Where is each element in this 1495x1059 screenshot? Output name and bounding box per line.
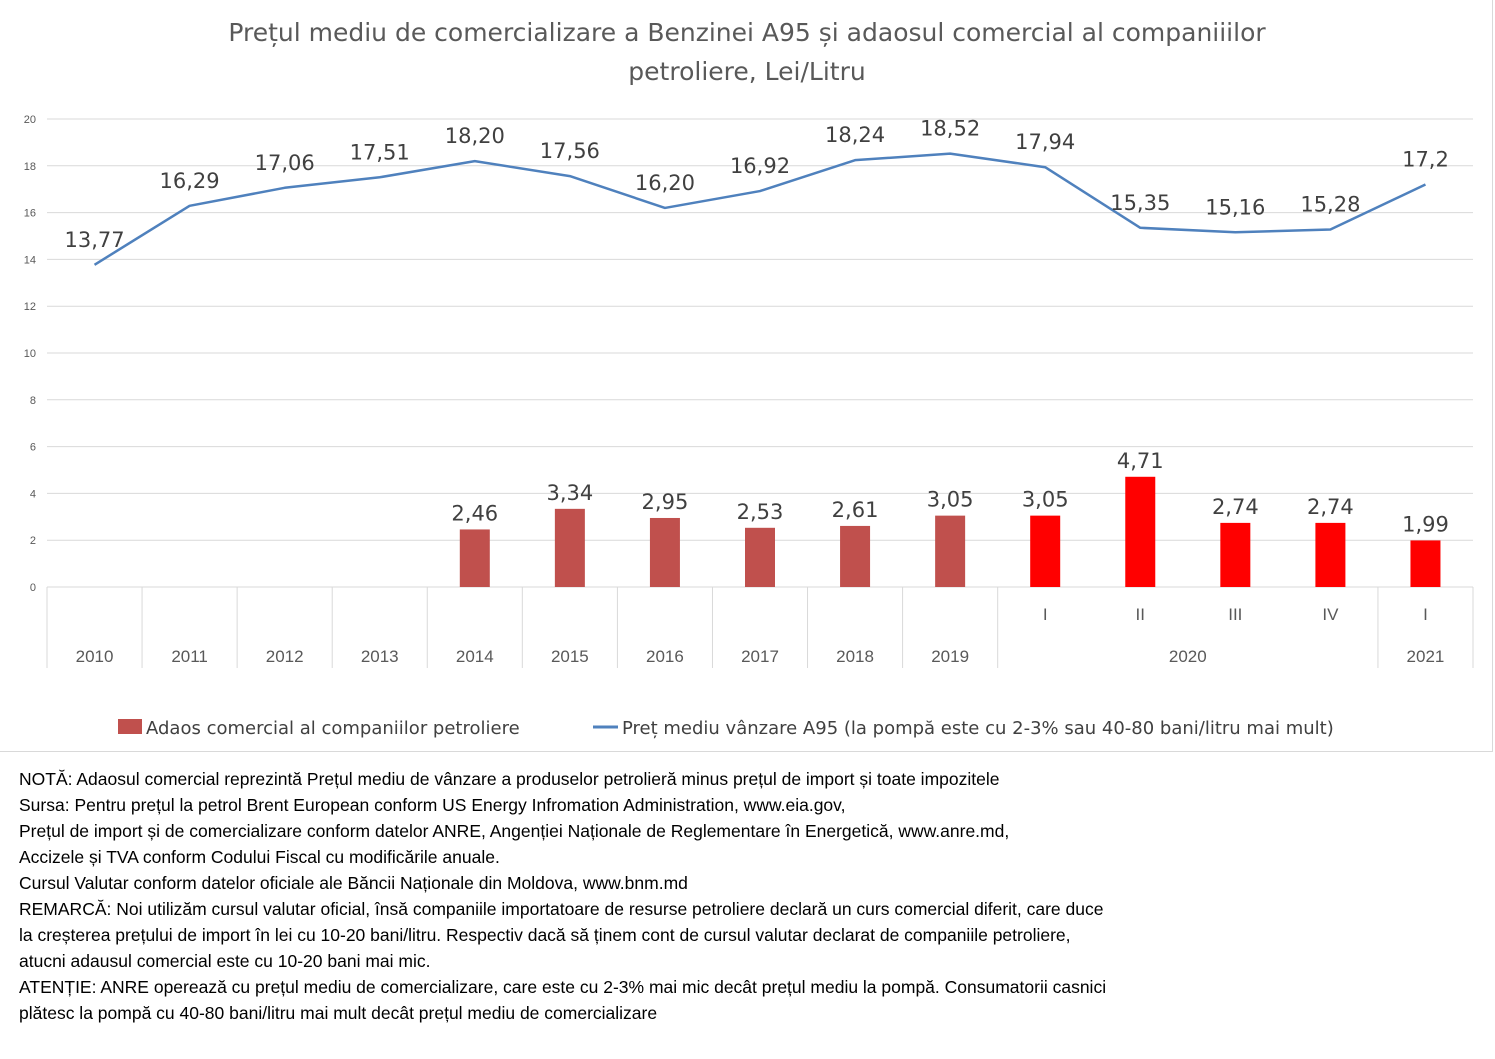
legend-label-line: Preț mediu vânzare A95 (la pompă este cu…: [622, 718, 1334, 739]
note-line: Accizele și TVA conform Codului Fiscal c…: [19, 847, 500, 867]
note-line: Cursul Valutar conform datelor oficiale …: [19, 873, 688, 893]
note-line: Sursa: Pentru prețul la petrol Brent Eur…: [19, 795, 846, 815]
x-group-label: 2019: [931, 647, 969, 666]
x-group-label: 2015: [551, 647, 589, 666]
x-sub-label: II: [1136, 605, 1145, 624]
legend: Adaos comercial al companiilor petrolier…: [118, 718, 1334, 739]
y-tick-label: 20: [24, 114, 36, 126]
line-data-label: 18,52: [920, 117, 980, 141]
x-group-label: 2018: [836, 647, 874, 666]
bar: [649, 517, 680, 587]
chart-title-line-2: petroliere, Lei/Litru: [628, 57, 865, 86]
y-tick-label: 16: [24, 208, 36, 220]
chart: Prețul mediu de comercializare a Benzine…: [24, 18, 1474, 739]
data-labels: 2,46 3,34 2,95 2,53 2,61 3,05 3,05 4,71 2,74 2,74…: [64, 117, 1448, 537]
legend-label-bar: Adaos comercial al companiilor petrolier…: [146, 718, 520, 739]
line-data-label: 15,28: [1300, 192, 1360, 216]
x-sub-label: I: [1043, 605, 1048, 624]
bar: [459, 529, 490, 587]
bar-data-label: 2,46: [451, 501, 498, 525]
bar-series: [459, 476, 1441, 587]
y-tick-label: 18: [24, 161, 36, 173]
x-group-label: 2010: [76, 647, 114, 666]
note-line: REMARCĂ: Noi utilizăm cursul valutar ofi…: [19, 899, 1104, 919]
bar-data-label: 4,71: [1117, 449, 1164, 473]
note-line: ATENȚIE: ANRE operează cu prețul mediu d…: [19, 977, 1107, 997]
legend-swatch-bar: [118, 719, 142, 734]
x-group-label: 2014: [456, 647, 494, 666]
line-data-label: 15,35: [1110, 191, 1170, 215]
x-group-label: 2021: [1407, 647, 1445, 666]
line-data-label: 17,56: [540, 139, 600, 163]
bar-data-label: 2,53: [737, 500, 784, 524]
bar: [1030, 515, 1061, 587]
y-tick-label: 10: [24, 348, 36, 360]
line-data-label: 16,29: [160, 169, 220, 193]
x-group-label: 2013: [361, 647, 399, 666]
bar: [554, 508, 585, 587]
y-axis-ticks: 0 2 4 6 8 10 12 14 16 18 20: [24, 114, 36, 594]
notes-section: NOTĂ: Adaosul comercial reprezintă Prețu…: [19, 766, 1479, 1026]
y-tick-label: 0: [30, 582, 36, 594]
note-line: Prețul de import și de comercializare co…: [19, 821, 1010, 841]
bar: [745, 527, 775, 587]
x-sub-label: III: [1228, 605, 1242, 624]
x-group-label: 2020: [1169, 647, 1207, 666]
bar: [935, 515, 966, 587]
bar: [1220, 522, 1251, 587]
line-data-label: 17,94: [1015, 130, 1075, 154]
line-data-label: 18,24: [825, 123, 885, 147]
note-line: NOTĂ: Adaosul comercial reprezintă Prețu…: [19, 769, 1000, 789]
bar-data-label: 1,99: [1402, 512, 1449, 536]
line-series: [93, 152, 1427, 266]
x-group-label: 2012: [266, 647, 304, 666]
note-line: plătesc la pompă cu 40-80 bani/litru mai…: [19, 1003, 658, 1023]
bar: [1315, 522, 1346, 587]
y-tick-label: 6: [30, 442, 36, 454]
bar-data-label: 3,34: [546, 481, 593, 505]
y-tick-label: 14: [24, 254, 36, 266]
x-group-label: 2017: [741, 647, 779, 666]
note-line: la creșterea prețului de import în lei c…: [19, 925, 1071, 945]
y-tick-label: 4: [30, 488, 36, 500]
note-line: atucni adausul comercial este cu 10-20 b…: [19, 951, 431, 971]
bar: [1410, 540, 1441, 587]
bar-data-label: 2,61: [832, 498, 879, 522]
y-tick-label: 2: [30, 535, 36, 547]
chart-title: Prețul mediu de comercializare a Benzine…: [228, 18, 1266, 86]
line-data-label: 17,2: [1402, 148, 1449, 172]
chart-area: Prețul mediu de comercializare a Benzine…: [0, 0, 1493, 752]
line-data-label: 16,20: [635, 171, 695, 195]
chart-title-line-1: Prețul mediu de comercializare a Benzine…: [228, 18, 1266, 47]
y-tick-label: 8: [30, 395, 36, 407]
line-data-label: 17,06: [255, 151, 315, 175]
gridlines: [47, 118, 1473, 588]
line-data-label: 18,20: [445, 124, 505, 148]
line-data-label: 15,16: [1205, 195, 1265, 219]
line-data-label: 13,77: [64, 228, 124, 252]
x-axis: 2010 2011 2012 2013 2014 2015 2016 2017 2018 2019…: [46, 587, 1474, 668]
x-group-label: 2016: [646, 647, 684, 666]
bar-data-label: 2,74: [1307, 495, 1354, 519]
line-data-label: 16,92: [730, 154, 790, 178]
x-group-label: 2011: [171, 647, 208, 666]
bar: [840, 525, 871, 587]
bar: [1125, 476, 1156, 587]
x-sub-label: I: [1423, 605, 1428, 624]
x-sub-label: IV: [1322, 605, 1339, 624]
y-tick-label: 12: [24, 301, 36, 313]
bar-data-label: 2,74: [1212, 495, 1259, 519]
line-data-label: 17,51: [350, 140, 410, 164]
bar-data-label: 3,05: [1022, 488, 1069, 512]
bar-data-label: 2,95: [642, 490, 689, 514]
bar-data-label: 3,05: [927, 488, 974, 512]
